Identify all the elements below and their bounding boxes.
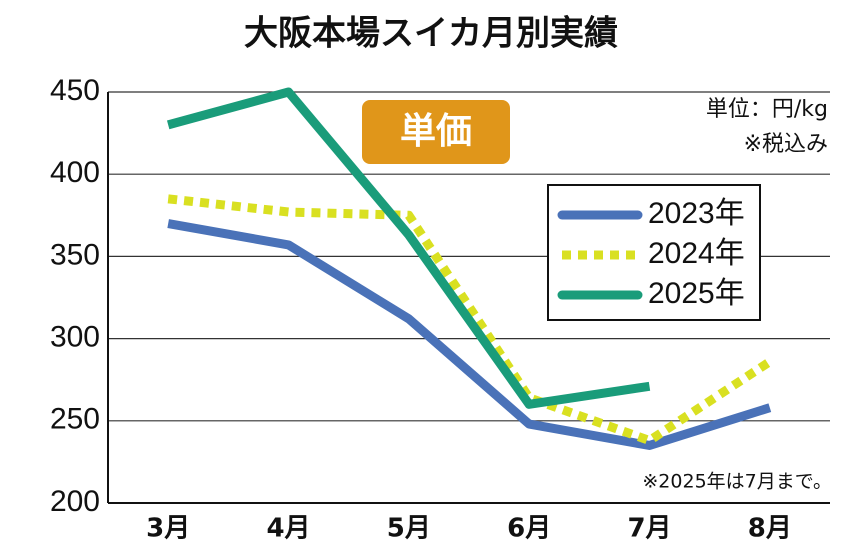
legend-label: 2023年 (648, 197, 745, 230)
x-tick-label: 4月 (266, 514, 310, 544)
y-tick-label: 400 (50, 156, 100, 189)
y-tick-label: 300 (50, 321, 100, 354)
x-tick-label: 8月 (748, 514, 792, 544)
y-tick-label: 250 (50, 403, 100, 436)
badge: 単価 (400, 111, 472, 152)
x-tick-label: 3月 (146, 514, 190, 544)
legend-label: 2024年 (648, 237, 745, 270)
series-line (167, 194, 773, 446)
x-tick-label: 6月 (507, 514, 551, 544)
chart-title: 大阪本場スイカ月別実績 (244, 14, 618, 54)
footnote: ※2025年は7月まで。 (642, 471, 832, 493)
unit-note: 単位：円/kg (706, 97, 828, 122)
y-tick-label: 200 (50, 485, 100, 518)
x-tick-label: 5月 (387, 514, 431, 544)
series-line (166, 87, 651, 409)
y-tick-label: 450 (50, 74, 100, 107)
series-line (167, 219, 772, 450)
legend-label: 2025年 (648, 277, 745, 310)
badge-bg (362, 100, 510, 164)
x-tick-label: 7月 (627, 514, 671, 544)
tax-note: ※税込み (744, 132, 828, 157)
y-tick-label: 350 (50, 238, 100, 271)
